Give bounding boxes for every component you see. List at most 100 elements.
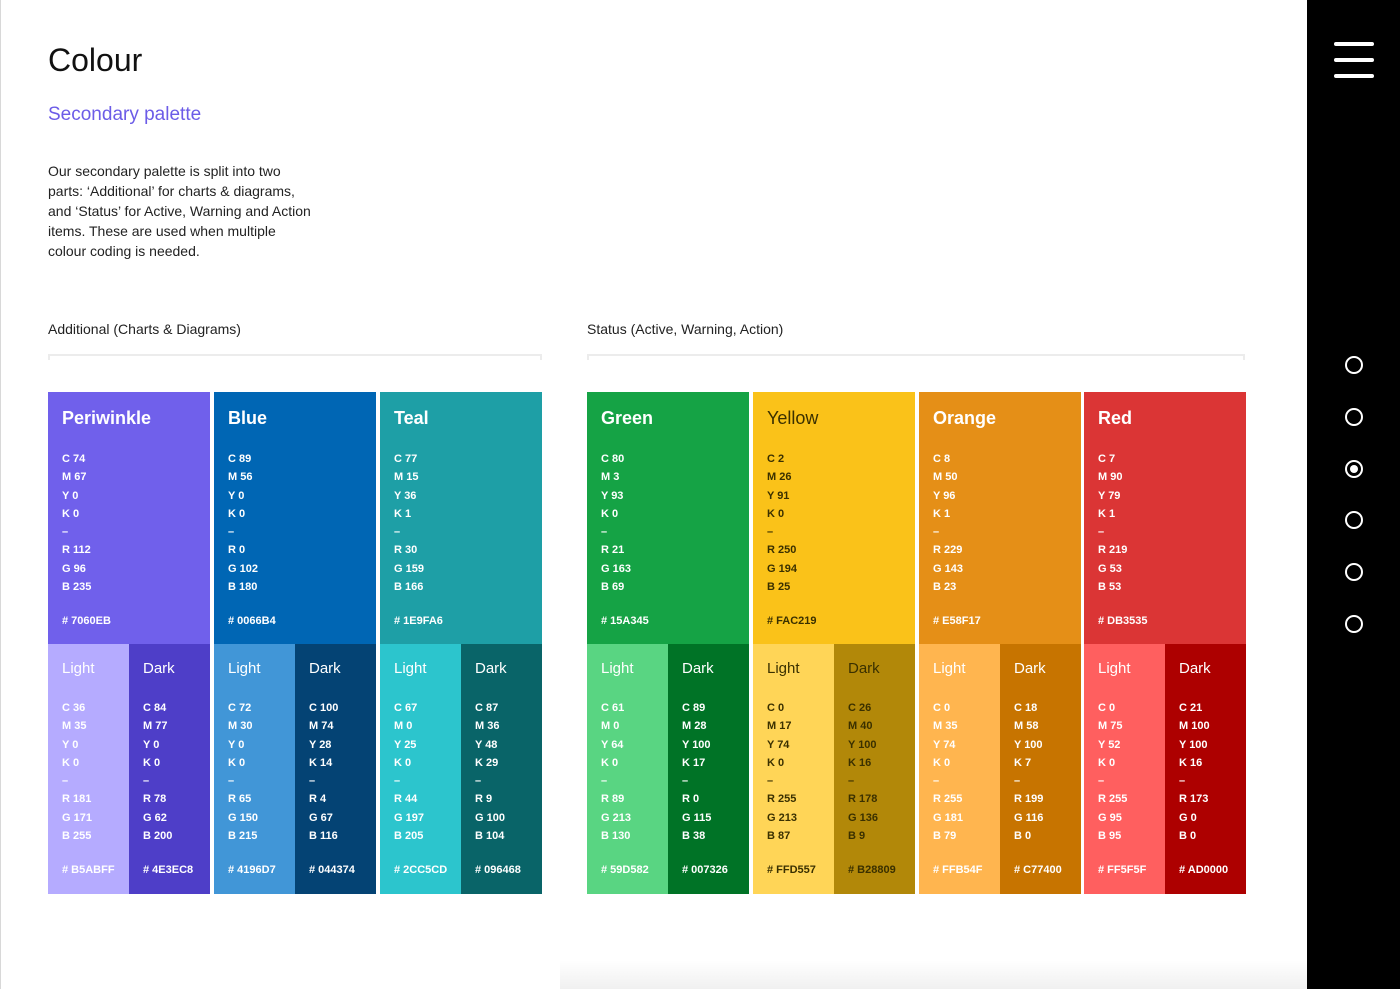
- spec-value: Y 96: [933, 489, 956, 502]
- spec-value: K 0: [601, 507, 619, 520]
- swatch-teal-specs: C 77 M 15 Y 36 K 1 – R 30 G 159 B 166: [394, 450, 424, 596]
- spec-value: K 0: [143, 756, 161, 769]
- spec-value: R 255: [933, 793, 963, 806]
- spec-value: M 58: [1014, 720, 1039, 733]
- shade-label: Light: [767, 660, 800, 677]
- nav-dot-6[interactable]: [1345, 615, 1363, 633]
- spec-value: G 136: [848, 811, 878, 824]
- swatch-hex: # 1E9FA6: [394, 615, 443, 627]
- swatch-main-red: Red C 7 M 90 Y 79 K 1 – R 219 G 53 B 53 # DB3535: [1084, 392, 1246, 644]
- spec-value: B 215: [228, 830, 258, 843]
- spec-value: R 112: [62, 544, 91, 557]
- spec-value: K 0: [767, 507, 785, 520]
- swatch-card-orange: Orange C 8 M 50 Y 96 K 1 – R 229 G 143 B 23 # E58…: [919, 392, 1081, 894]
- spec-value: M 90: [1098, 471, 1123, 484]
- spec-value: B 25: [767, 581, 791, 594]
- spec-value: –: [1014, 775, 1021, 788]
- nav-dot-5[interactable]: [1345, 563, 1363, 581]
- spec-value: C 0: [933, 702, 951, 714]
- spec-value: K 7: [1014, 756, 1032, 769]
- spec-value: B 200: [143, 830, 173, 843]
- swatch-light-teal: Light C 67 M 0 Y 25 K 0 – R 44 G 197 B 205 # 2CC5…: [380, 644, 461, 894]
- spec-value: Y 64: [601, 738, 624, 751]
- spec-value: K 0: [62, 507, 80, 520]
- spec-value: B 9: [848, 830, 866, 843]
- spec-value: G 0: [1179, 811, 1197, 824]
- spec-value: G 163: [601, 562, 631, 575]
- swatch-card-green: Green C 80 M 3 Y 93 K 0 – R 21 G 163 B 69 # 15A34…: [587, 392, 749, 894]
- spec-value: Y 100: [848, 738, 877, 751]
- spec-value: K 0: [228, 756, 246, 769]
- shade-label: Dark: [682, 660, 714, 677]
- spec-value: R 229: [933, 544, 963, 557]
- swatch-light-green: Light C 61 M 0 Y 64 K 0 – R 89 G 213 B 130 # 59D5…: [587, 644, 668, 894]
- intro-paragraph: Our secondary palette is split into two …: [48, 163, 311, 259]
- spec-value: C 77: [394, 453, 418, 465]
- spec-value: C 0: [1098, 702, 1116, 714]
- nav-dot-3[interactable]: [1345, 460, 1363, 478]
- spec-value: C 100: [309, 702, 339, 714]
- swatch-dark-red: Dark C 21 M 100 Y 100 K 16 – R 173 G 0 B 0 # AD00…: [1165, 644, 1246, 894]
- spec-value: M 74: [309, 720, 334, 733]
- swatch-hex: # E58F17: [933, 615, 981, 627]
- nav-dot-1[interactable]: [1345, 356, 1363, 374]
- spec-value: G 62: [143, 811, 167, 824]
- swatch-dark-orange: Dark C 18 M 58 Y 100 K 7 – R 199 G 116 B 0 # C774…: [1000, 644, 1081, 894]
- spec-value: G 67: [309, 811, 333, 824]
- spec-value: Y 0: [228, 489, 245, 502]
- spec-value: G 197: [394, 811, 424, 824]
- spec-value: M 15: [394, 471, 419, 484]
- spec-value: M 50: [933, 471, 958, 484]
- swatch-main-orange: Orange C 8 M 50 Y 96 K 1 – R 229 G 143 B 23 # E58…: [919, 392, 1081, 644]
- shade-dark-teal-specs: C 87 M 36 Y 48 K 29 – R 9 G 100 B 104: [475, 699, 505, 845]
- shade-light-yellow-specs: C 0 M 17 Y 74 K 0 – R 255 G 213 B 87: [767, 699, 797, 845]
- spec-value: –: [309, 775, 316, 788]
- swatch-name: Orange: [933, 408, 997, 428]
- nav-dot-2[interactable]: [1345, 408, 1363, 426]
- spec-value: R 78: [143, 793, 167, 806]
- shade-dark-periwinkle-specs: C 84 M 77 Y 0 K 0 – R 78 G 62 B 200: [143, 699, 172, 845]
- spec-value: B 130: [601, 830, 631, 843]
- spec-value: R 89: [601, 793, 625, 806]
- swatch-dark-blue: Dark C 100 M 74 Y 28 K 14 – R 4 G 67 B 116 # 0443…: [295, 644, 376, 894]
- spec-value: K 1: [933, 507, 951, 520]
- spec-value: –: [1179, 775, 1186, 788]
- spec-value: –: [1098, 526, 1105, 539]
- swatch-card-blue: Blue C 89 M 56 Y 0 K 0 – R 0 G 102 B 180 # 0066B4…: [214, 392, 376, 894]
- shade-dark-green-specs: C 89 M 28 Y 100 K 17 – R 0 G 115 B 38: [682, 699, 711, 845]
- swatch-green-specs: C 80 M 3 Y 93 K 0 – R 21 G 163 B 69: [601, 450, 631, 596]
- swatch-name: Blue: [228, 408, 268, 428]
- spec-value: Y 74: [767, 738, 790, 751]
- spec-value: K 1: [394, 507, 412, 520]
- spec-value: C 61: [601, 702, 625, 714]
- spec-value: –: [394, 775, 401, 788]
- spec-value: G 102: [228, 562, 258, 575]
- nav-dot-4[interactable]: [1345, 511, 1363, 529]
- spec-value: M 40: [848, 720, 873, 733]
- spec-value: M 75: [1098, 720, 1123, 733]
- swatch-light-blue: Light C 72 M 30 Y 0 K 0 – R 65 G 150 B 215 # 4196…: [214, 644, 295, 894]
- shade-light-blue-specs: C 72 M 30 Y 0 K 0 – R 65 G 150 B 215: [228, 699, 258, 845]
- spec-value: Y 91: [767, 489, 790, 502]
- spec-value: R 173: [1179, 793, 1209, 806]
- spec-value: R 9: [475, 793, 493, 806]
- spec-value: –: [601, 775, 608, 788]
- spec-value: C 8: [933, 453, 951, 465]
- spec-value: B 53: [1098, 581, 1122, 594]
- spec-value: R 0: [682, 793, 700, 806]
- spec-value: –: [143, 775, 150, 788]
- spec-value: B 69: [601, 581, 625, 594]
- spec-value: –: [601, 526, 608, 539]
- hamburger-menu-icon[interactable]: [1334, 42, 1374, 78]
- spec-value: C 0: [767, 702, 785, 714]
- spec-value: R 65: [228, 793, 252, 806]
- spec-value: K 16: [1179, 756, 1203, 769]
- swatch-blue-specs: C 89 M 56 Y 0 K 0 – R 0 G 102 B 180: [228, 450, 258, 596]
- shade-label: Dark: [309, 660, 341, 677]
- spec-value: C 89: [228, 453, 252, 465]
- spec-value: R 4: [309, 793, 327, 806]
- shade-dark-blue-specs: C 100 M 74 Y 28 K 14 – R 4 G 67 B 116: [309, 699, 338, 845]
- spec-value: –: [767, 775, 774, 788]
- spec-value: R 199: [1014, 793, 1044, 806]
- shade-label: Dark: [848, 660, 880, 677]
